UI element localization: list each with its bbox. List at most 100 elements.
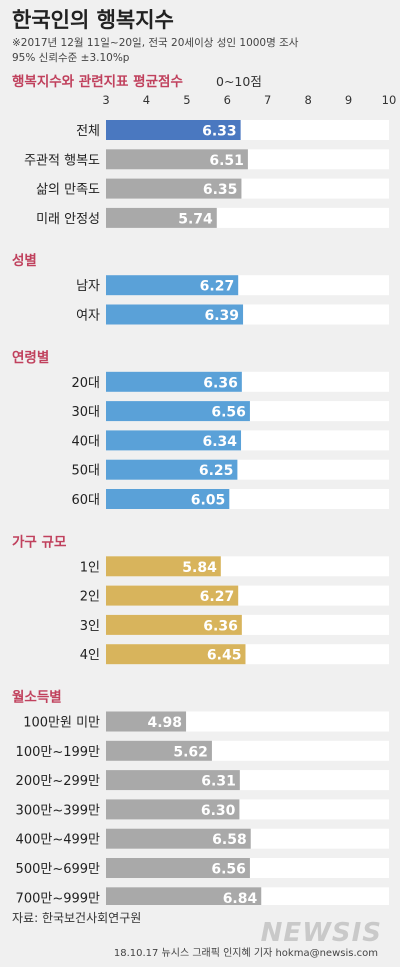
- bar-value-label: 5.84: [182, 560, 217, 576]
- x-tick-label: 4: [143, 93, 150, 107]
- bar-value-label: 6.56: [211, 405, 246, 421]
- bar-row: 100만~199만 5.62: [16, 740, 389, 761]
- bar-row: 4인 6.45: [80, 644, 389, 665]
- bar-category-label: 여자: [76, 309, 100, 324]
- bar: [106, 430, 242, 451]
- bar-row: 500만~699만 6.56: [16, 858, 389, 878]
- bar-row: 20대 6.36: [71, 371, 389, 392]
- bar: [106, 207, 217, 228]
- bar-value-label: 6.30: [201, 803, 236, 819]
- bar-category-label: 1인: [80, 560, 100, 575]
- bar-row: 주관적 행복도 6.51: [24, 149, 389, 170]
- bar-value-label: 6.56: [211, 862, 246, 878]
- bar-category-label: 300만~399만: [16, 803, 100, 818]
- bar-category-label: 20대: [71, 376, 100, 391]
- newsis-watermark: NEWSIS: [260, 918, 382, 948]
- bar-row: 300만~399만 6.30: [16, 799, 389, 820]
- bar-row: 2인 6.27: [80, 585, 389, 606]
- bar: [106, 858, 250, 878]
- bar: [106, 644, 246, 665]
- bar: [106, 275, 239, 296]
- bar-row: 미래 안정성 5.74: [36, 207, 389, 228]
- bar-category-label: 200만~299만: [16, 774, 100, 789]
- bar-category-label: 남자: [76, 279, 100, 294]
- survey-note: ※2017년 12월 11일~20일, 전국 20세이상 성인 1000명 조사: [12, 37, 299, 49]
- section-title: 성별: [12, 253, 37, 269]
- bar: [106, 711, 187, 732]
- bar-row: 3인 6.36: [80, 614, 389, 635]
- bar-row: 30대 6.56: [71, 401, 389, 422]
- bar-value-label: 5.74: [178, 211, 213, 227]
- bar-category-label: 30대: [71, 405, 100, 420]
- x-tick-label: 3: [102, 93, 109, 107]
- bar: [106, 149, 248, 170]
- bar: [106, 371, 242, 392]
- bar-category-label: 60대: [71, 493, 100, 508]
- source-note: 자료: 한국보건사회연구원: [12, 911, 142, 925]
- bar-value-label: 6.39: [205, 308, 240, 324]
- bar-value-label: 6.25: [199, 463, 234, 479]
- bar-row: 삶의 만족도 6.35: [36, 178, 389, 199]
- bar-value-label: 6.45: [207, 648, 242, 664]
- bar-value-label: 6.27: [200, 589, 235, 605]
- bar-category-label: 50대: [71, 464, 100, 479]
- x-tick-label: 8: [304, 93, 311, 107]
- bar: [106, 304, 244, 325]
- bar-category-label: 미래 안정성: [36, 212, 100, 227]
- bar-value-label: 6.84: [223, 891, 258, 905]
- bar: [106, 887, 262, 905]
- bar-row: 400만~499만 6.58: [16, 828, 389, 849]
- section-title: 연령별: [12, 350, 49, 366]
- bar-value-label: 6.05: [191, 493, 226, 509]
- bar-category-label: 400만~499만: [16, 833, 100, 848]
- bar-category-label: 100만원 미만: [23, 716, 100, 731]
- bar-value-label: 5.62: [173, 744, 208, 760]
- section-title: 월소득별: [12, 689, 62, 706]
- bar-value-label: 6.33: [202, 124, 237, 140]
- bar: [106, 459, 238, 480]
- bar-row: 200만~299만 6.31: [16, 770, 389, 791]
- bar-value-label: 6.35: [203, 182, 238, 198]
- bar-value-label: 4.98: [148, 715, 183, 731]
- chart-heading: 행복지수와 관련지표 평균점수: [12, 74, 183, 90]
- bar-category-label: 500만~699만: [16, 862, 100, 877]
- bar-category-label: 2인: [80, 590, 100, 605]
- bar-category-label: 전체: [76, 124, 100, 139]
- bar-row: 1인 5.84: [80, 556, 389, 577]
- bar: [106, 556, 221, 577]
- bar: [106, 740, 212, 761]
- x-tick-label: 7: [264, 93, 271, 107]
- bar: [106, 770, 240, 791]
- bar-category-label: 40대: [71, 434, 100, 449]
- bar-row: 50대 6.25: [71, 459, 389, 480]
- bar: [106, 178, 242, 199]
- bar: [106, 401, 250, 422]
- bar-row: 100만원 미만 4.98: [23, 711, 389, 732]
- chart-range: 0~10점: [216, 74, 262, 89]
- confidence-note: 95% 신뢰수준 ±3.10%p: [12, 52, 130, 64]
- bar: [106, 585, 239, 606]
- bar-category-label: 삶의 만족도: [36, 183, 100, 198]
- bar: [106, 614, 242, 635]
- x-tick-label: 10: [382, 93, 397, 107]
- bar-value-label: 6.58: [212, 832, 247, 848]
- bar-category-label: 100만~199만: [16, 745, 100, 760]
- bar: [106, 489, 230, 509]
- bar-value-label: 6.51: [209, 153, 244, 169]
- bar-row: 여자 6.39: [76, 304, 389, 325]
- bar-chart: 3 4 5 6 7 8 9 10 전체 6.33 주관적 행복도 6.51 삶의 만족도 6.35 미래 안…: [12, 93, 397, 905]
- bar-category-label: 700만~999만: [16, 891, 100, 905]
- bar-value-label: 6.36: [203, 375, 238, 391]
- bar-value-label: 6.31: [201, 774, 236, 790]
- credit-line: 18.10.17 뉴시스 그래픽 인지혜 기자 hokma@newsis.com: [113, 948, 378, 959]
- bar: [106, 828, 251, 849]
- bar: [106, 120, 241, 140]
- chart-title: 한국인의 행복지수: [12, 8, 174, 32]
- bar-row: 남자 6.27: [76, 275, 389, 296]
- x-tick-label: 5: [183, 93, 190, 107]
- bar-category-label: 4인: [80, 648, 100, 663]
- x-tick-label: 9: [345, 93, 352, 107]
- bar-row: 40대 6.34: [71, 430, 389, 451]
- x-tick-label: 6: [224, 93, 231, 107]
- bar: [106, 799, 240, 820]
